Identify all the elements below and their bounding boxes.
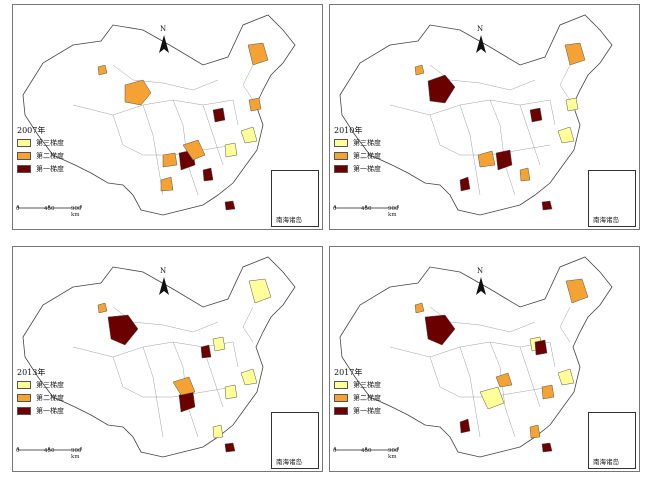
north-arrow: N [157,25,171,55]
legend-tier3: 第三梯度 [334,136,381,149]
region-tier2 [160,176,174,192]
map-panel-2017: N 2017年 第三梯度 第二梯度 第一梯度 0 450 900 km 南海诸岛 [329,246,640,472]
scale-bar: 0 450 900 km [16,205,82,218]
legend: 第三梯度 第二梯度 第一梯度 [17,136,64,175]
year-label: 2013年 [17,368,46,377]
region-tier1 [212,107,226,123]
region-tier2 [124,79,152,106]
legend-tier2: 第二梯度 [334,149,381,162]
region-tier2 [248,97,262,112]
legend-tier1: 第一梯度 [17,162,64,175]
legend-tier2: 第二梯度 [17,391,64,404]
legend-tier3: 第三梯度 [334,378,381,391]
north-arrow: N [157,267,171,297]
legend: 第三梯度 第二梯度 第一梯度 [334,378,381,417]
region-tier1 [202,167,214,182]
map-panel-2013: N 2013年 第三梯度 第二梯度 第一梯度 0 450 900 km 南海诸岛 [12,246,323,472]
legend-tier1: 第一梯度 [334,162,381,175]
south-china-sea-inset: 南海诸岛 [271,170,319,227]
region-tier3 [240,126,258,144]
scale-bar: 0 450 900 km [333,205,399,218]
china-map [22,14,296,216]
map-panel-2007: N 2007年 第三梯度 第二梯度 第一梯度 0 450 900 km 南海诸岛 [12,4,323,230]
region-tier2 [162,152,178,168]
legend-tier3: 第三梯度 [17,136,64,149]
china-map [339,14,613,216]
scale-bar: 0 450 900 km [333,447,399,460]
year-label: 2017年 [334,368,363,377]
year-label: 2007年 [17,126,46,135]
legend-tier1: 第一梯度 [334,404,381,417]
china-map [339,256,613,458]
region-tier2 [182,139,206,161]
legend-tier2: 第二梯度 [334,391,381,404]
south-china-sea-inset: 南海诸岛 [588,170,636,227]
region-tier1 [224,200,236,211]
north-arrow: N [474,25,488,55]
south-china-sea-inset: 南海诸岛 [271,412,319,469]
legend-tier2: 第二梯度 [17,149,64,162]
region-tier2 [97,64,108,76]
legend-tier3: 第三梯度 [17,378,64,391]
legend-tier1: 第一梯度 [17,404,64,417]
year-label: 2010年 [334,126,363,135]
region-tier2 [247,42,269,66]
region-tier3 [224,142,238,158]
scale-bar: 0 450 900 km [16,447,82,460]
legend: 第三梯度 第二梯度 第一梯度 [334,136,381,175]
south-china-sea-inset: 南海诸岛 [588,412,636,469]
legend: 第三梯度 第二梯度 第一梯度 [17,378,64,417]
north-arrow: N [474,267,488,297]
map-panel-2010: N 2010年 第三梯度 第二梯度 第一梯度 0 450 900 km 南海诸岛 [329,4,640,230]
